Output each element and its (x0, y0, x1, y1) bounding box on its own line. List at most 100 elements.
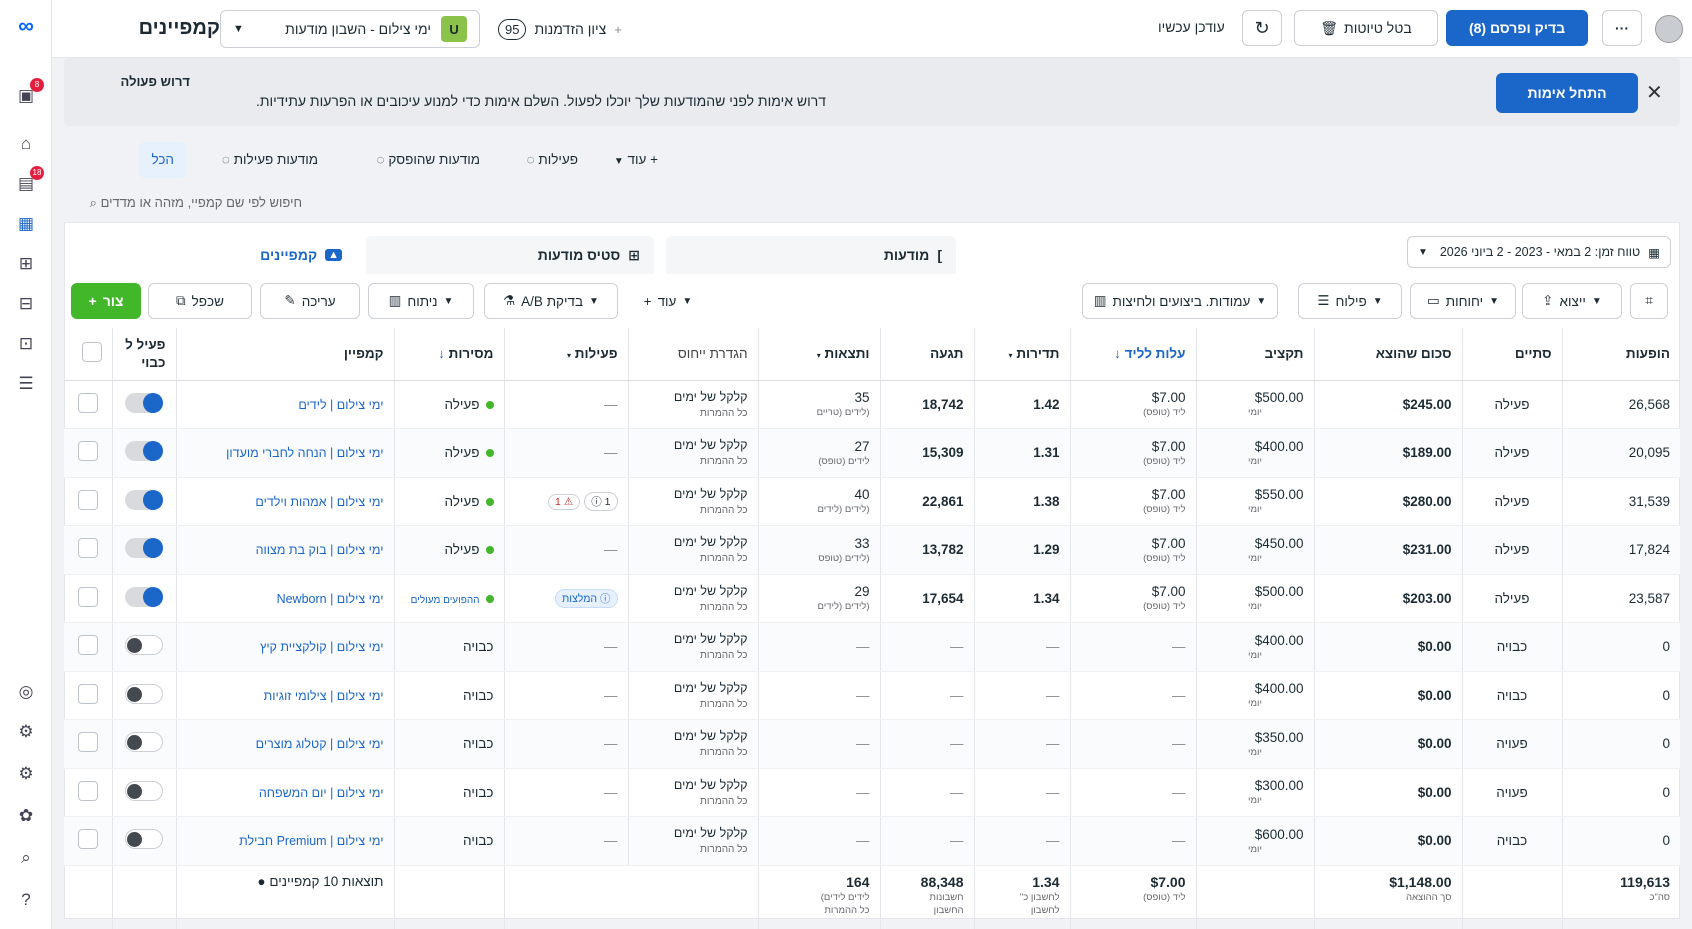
create-button[interactable]: צור + (71, 283, 141, 319)
col-spent[interactable]: סכום שהוצא (1314, 328, 1463, 381)
ab-test-button[interactable]: ▼ בדיקת A/B ⚗ (484, 283, 618, 319)
col-onoff[interactable]: פעיל ל כבוי (112, 328, 177, 381)
row-select-cell[interactable] (64, 428, 113, 478)
row-toggle-cell[interactable] (112, 816, 177, 866)
search-input[interactable]: חיפוש לפי שם קמפיי, מזהה או מדדים ⌕ (90, 195, 302, 211)
row-toggle-cell[interactable] (112, 574, 177, 623)
table-row[interactable]: ימי צילום | קטלוג מוצרים כבויה — קלקל של… (64, 719, 1680, 769)
campaign-toggle[interactable] (125, 392, 163, 413)
row-checkbox[interactable] (77, 586, 98, 607)
location-icon[interactable]: ◎ (18, 682, 34, 701)
table-row[interactable]: ימי צילום | בוק בת מצווה פעילה — קלקל של… (64, 525, 1680, 575)
account-selector[interactable]: ימי צילום - השבון מודעות ▼ U (220, 10, 480, 48)
campaign-toggle[interactable] (125, 489, 163, 510)
col-delivery[interactable]: מסירות ↓ (394, 328, 505, 381)
campaign-toggle[interactable] (125, 732, 163, 753)
help-icon[interactable]: ? (21, 890, 31, 909)
row-select-cell[interactable] (64, 622, 113, 672)
row-select-cell[interactable] (64, 719, 113, 769)
table-row[interactable]: ימי צילום | Premium חבילת כבויה — קלקל ש… (64, 816, 1680, 866)
start-verification-button[interactable]: התחל אימות (1496, 73, 1638, 113)
review-publish-button[interactable]: בדיק ופרסם (8) (1446, 10, 1588, 46)
campaign-name-cell[interactable]: ימי צילום | יום המשפחה (176, 768, 395, 817)
settings-icon[interactable]: ⚙ (18, 722, 34, 741)
col-actions[interactable]: פעילות ▾ (504, 328, 629, 381)
date-range-picker[interactable]: ▦ טווח זמן: 2 במאי - 2023 - 2 ביוני 2026… (1407, 236, 1671, 268)
campaign-name-link[interactable]: ימי צילום | הנחה לחברי מועדון (226, 446, 384, 461)
campaign-name-cell[interactable]: ימי צילום | קולקציית קיץ (176, 622, 395, 672)
campaign-toggle[interactable] (125, 441, 163, 462)
row-toggle-cell[interactable] (112, 719, 177, 769)
table-row[interactable]: ימי צילום | צילומי זוגיות כבויה — קלקל ש… (64, 671, 1680, 720)
campaign-name-cell[interactable]: ימי צילום | קטלוג מוצרים (176, 719, 395, 769)
campaign-name-link[interactable]: ימי צילום | קטלוג מוצרים (255, 737, 384, 752)
duplicate-button[interactable]: שכפל ⧉ (148, 283, 252, 319)
tab-paused-ads[interactable]: מודעות שהופסק ◌ (365, 142, 492, 178)
campaign-name-cell[interactable]: ימי צילום | הנחה לחברי מועדון (176, 428, 395, 478)
campaign-name-link[interactable]: ימי צילום | Premium חבילת (239, 834, 384, 849)
row-checkbox[interactable] (77, 441, 98, 462)
table-row[interactable]: ימי צילום | הנחה לחברי מועדון פעילה — קל… (64, 428, 1680, 478)
close-icon[interactable]: ✕ (1646, 82, 1663, 104)
campaigns-icon[interactable]: ▤ 18 (14, 166, 44, 196)
discard-drafts-button[interactable]: בטל טיוטות 🗑 (1294, 10, 1438, 46)
tab-active-ads[interactable]: מודעות פעילות ◌ (210, 142, 330, 178)
col-campaign[interactable]: קמפיין (176, 328, 395, 381)
select-all-checkbox[interactable] (81, 342, 102, 363)
campaign-toggle[interactable] (125, 829, 163, 850)
row-select-cell[interactable] (64, 816, 113, 866)
campaign-name-cell[interactable]: ימי צילום | Premium חבילת (176, 816, 395, 866)
tab-campaigns[interactable]: ▲ קמפיינים (70, 236, 356, 274)
row-toggle-cell[interactable] (112, 428, 177, 478)
recommendations-chip[interactable]: ⓘ המלצות (555, 588, 618, 608)
campaign-name-cell[interactable]: ימי צילום | לידים (176, 380, 395, 429)
row-checkbox[interactable] (77, 732, 98, 753)
tab-adsets[interactable]: סטיס מודעות ⊞ (366, 236, 654, 274)
table-row[interactable]: ימי צילום | יום המשפחה כבויה — קלקל של י… (64, 768, 1680, 817)
row-checkbox[interactable] (77, 829, 98, 850)
campaign-toggle[interactable] (125, 586, 163, 607)
col-attribution[interactable]: הגדרת ייחוס (628, 328, 759, 381)
campaign-name-link[interactable]: ימי צילום | Newborn (276, 591, 384, 606)
row-toggle-cell[interactable] (112, 671, 177, 720)
campaign-name-cell[interactable]: ימי צילום | צילומי זוגיות (176, 671, 395, 720)
campaign-toggle[interactable] (125, 683, 163, 704)
col-budget[interactable]: תקציב (1196, 328, 1315, 381)
billing-icon[interactable]: ⊟ (18, 294, 34, 313)
campaign-name-link[interactable]: ימי צילום | אמהות וילדים (255, 494, 384, 509)
col-cost-per-lead[interactable]: עלות לליד ↓ (1070, 328, 1197, 381)
row-select-cell[interactable] (64, 574, 113, 623)
table-row[interactable]: ימי צילום | קולקציית קיץ כבויה — קלקל של… (64, 622, 1680, 672)
campaign-name-cell[interactable]: ימי צילום | בוק בת מצווה (176, 525, 395, 575)
select-all-cell[interactable] (64, 328, 113, 381)
row-toggle-cell[interactable] (112, 477, 177, 526)
row-select-cell[interactable] (64, 671, 113, 720)
edit-button[interactable]: עריכה ✎ (260, 283, 360, 319)
account-overview-icon[interactable]: ⌂ (20, 134, 32, 153)
row-toggle-cell[interactable] (112, 622, 177, 672)
row-toggle-cell[interactable] (112, 380, 177, 429)
tab-more[interactable]: + עוד ▼ (602, 142, 670, 178)
ads-manager-icon[interactable]: ▦ (17, 214, 35, 233)
notifications-icon[interactable]: ▣ 8 (14, 78, 44, 108)
table-row[interactable]: ימי צילום | לידים פעילה — קלקל של ימים כל… (64, 380, 1680, 429)
chart-view-button[interactable]: ⌗ (1630, 283, 1668, 319)
table-row[interactable]: ימי צילום | אמהות וילדים פעילה ⓘ 1⚠ 1 קל… (64, 477, 1680, 526)
refresh-button[interactable]: ↻ (1242, 10, 1282, 46)
campaign-name-link[interactable]: ימי צילום | יום המשפחה (258, 785, 384, 800)
meta-logo-icon[interactable]: ∞ (18, 13, 34, 38)
analyze-button[interactable]: ▼ ניתוח ▥ (368, 283, 474, 319)
campaign-name-link[interactable]: ימי צילום | בוק בת מצווה (255, 543, 384, 558)
campaign-toggle[interactable] (125, 538, 163, 559)
help-settings-icon[interactable]: ✿ (18, 806, 34, 825)
campaign-name-link[interactable]: ימי צילום | לידים (298, 397, 384, 412)
catalog-icon[interactable]: ⊡ (18, 334, 34, 353)
row-toggle-cell[interactable] (112, 768, 177, 817)
menu-list-icon[interactable]: ☰ (18, 374, 34, 393)
row-select-cell[interactable] (64, 477, 113, 526)
campaign-name-cell[interactable]: ימי צילום | Newborn (176, 574, 395, 623)
campaign-name-link[interactable]: ימי צילום | צילומי זוגיות (263, 688, 384, 703)
campaign-name-cell[interactable]: ימי צילום | אמהות וילדים (176, 477, 395, 526)
reports-button[interactable]: ▼ יחוחות ▭ (1410, 283, 1516, 319)
row-toggle-cell[interactable] (112, 525, 177, 575)
